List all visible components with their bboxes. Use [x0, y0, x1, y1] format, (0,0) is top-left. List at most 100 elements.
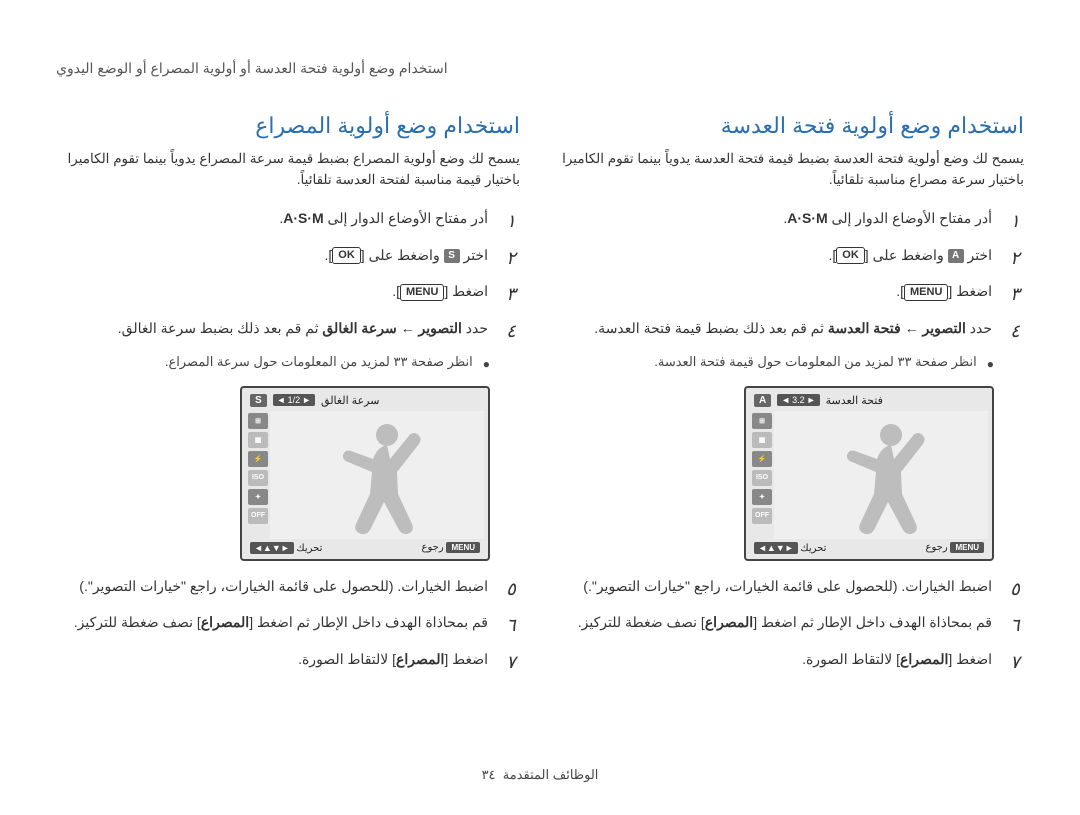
lcd-preview-aperture: A ◄ 3.2 ► فتحة العدسة ⊞ ▦ ⚡ ISO ✦ OFF — [744, 386, 994, 561]
iso-icon: ISO — [248, 470, 268, 486]
text: اضغط — [448, 283, 488, 299]
ok-key: OK — [332, 247, 361, 264]
text: ← — [901, 320, 923, 336]
bold: المصراع — [705, 614, 753, 630]
step-num: ٦ — [502, 611, 520, 640]
text: قم بمحاذاة الهدف داخل الإطار ثم اضغط [ — [753, 614, 992, 630]
step-3: ٣ اضغط [MENU]. — [56, 280, 520, 309]
text: حدد — [462, 320, 488, 336]
nav-label: تحريك — [800, 543, 826, 554]
text: ] لالتقاط الصورة. — [802, 651, 900, 667]
silhouette-icon — [270, 411, 484, 539]
aperture-intro: يسمح لك وضع أولوية فتحة العدسة بضبط قيمة… — [560, 149, 1024, 191]
step-5: ٥ اضبط الخيارات. (للحصول على قائمة الخيا… — [560, 575, 1024, 604]
lcd-mode-badge: A — [754, 394, 771, 407]
step-num: ٣ — [1006, 280, 1024, 309]
mode-dial-label: A·S·M — [787, 210, 827, 226]
dpad-icon: ◄▲▼► — [250, 542, 294, 554]
text: اضغط [ — [444, 651, 488, 667]
text: ثم قم بعد ذلك بضبط قيمة فتحة العدسة. — [594, 320, 828, 336]
step-num: ٥ — [502, 575, 520, 604]
lcd-caption: سرعة الغالق — [321, 394, 379, 407]
lcd-side-icons: ⊞ ▦ ⚡ ISO ✦ OFF — [750, 411, 774, 539]
mode-dial-label: A·S·M — [283, 210, 323, 226]
step-1: ١ أدر مفتاح الأوضاع الدوار إلى A·S·M. — [56, 207, 520, 236]
step-2: ٢ اختر S واضغط على [OK]. — [56, 244, 520, 273]
timer-icon: ✦ — [752, 489, 772, 505]
step-num: ١ — [1006, 207, 1024, 236]
note-text: انظر صفحة ٣٣ لمزيد من المعلومات حول قيمة… — [654, 354, 977, 376]
footer-page: ٣٤ — [482, 767, 496, 782]
bullet-icon: ● — [987, 354, 994, 376]
step-2: ٢ اختر A واضغط على [OK]. — [560, 244, 1024, 273]
lcd-body: ⊞ ▦ ⚡ ISO ✦ OFF — [246, 411, 484, 539]
lcd-frame: A ◄ 3.2 ► فتحة العدسة ⊞ ▦ ⚡ ISO ✦ OFF — [744, 386, 994, 561]
menu-pill-icon: MENU — [446, 542, 480, 553]
lcd-top-bar: A ◄ 3.2 ► فتحة العدسة — [750, 392, 988, 411]
shutter-steps: ١ أدر مفتاح الأوضاع الدوار إلى A·S·M. ٢ … — [56, 207, 520, 677]
text: ] نصف ضغطة للتركيز. — [578, 614, 705, 630]
lcd-caption: فتحة العدسة — [826, 394, 883, 407]
back-label: رجوع — [422, 542, 444, 553]
lcd-canvas — [774, 411, 988, 539]
step-body: أدر مفتاح الأوضاع الدوار إلى A·S·M. — [56, 207, 488, 229]
step-body: اضبط الخيارات. (للحصول على قائمة الخيارا… — [560, 575, 992, 597]
text: اضغط [ — [948, 651, 992, 667]
step-body: اختر S واضغط على [OK]. — [56, 244, 488, 266]
text: ثم قم بعد ذلك بضبط سرعة الغالق. — [118, 320, 323, 336]
mode-s-icon: S — [444, 249, 460, 263]
step-3: ٣ اضغط [MENU]. — [560, 280, 1024, 309]
text: حدد — [966, 320, 992, 336]
bullet-icon: ● — [483, 354, 490, 376]
menu-pill-icon: MENU — [950, 542, 984, 553]
dpad-icon: ◄▲▼► — [754, 542, 798, 554]
lcd-bottom-bar: ◄▲▼► تحريك رجوع MENU — [246, 539, 484, 555]
step-body: حدد التصوير ← سرعة الغالق ثم قم بعد ذلك … — [56, 317, 488, 339]
note-bullet: ● انظر صفحة ٣٣ لمزيد من المعلومات حول سر… — [56, 354, 490, 376]
aperture-title: استخدام وضع أولوية فتحة العدسة — [560, 113, 1024, 139]
shutter-intro: يسمح لك وضع أولوية المصراع بضبط قيمة سرع… — [56, 149, 520, 191]
step-num: ٧ — [502, 648, 520, 677]
text: واضغط على — [365, 247, 440, 263]
step-6: ٦ قم بمحاذاة الهدف داخل الإطار ثم اضغط [… — [56, 611, 520, 640]
lcd-body: ⊞ ▦ ⚡ ISO ✦ OFF — [750, 411, 988, 539]
step-num: ٢ — [502, 244, 520, 273]
note-bullet: ● انظر صفحة ٣٣ لمزيد من المعلومات حول قي… — [560, 354, 994, 376]
silhouette-icon — [774, 411, 988, 539]
mode-a-icon: A — [948, 249, 964, 263]
step-7: ٧ اضغط [المصراع] لالتقاط الصورة. — [56, 648, 520, 677]
step-7: ٧ اضغط [المصراع] لالتقاط الصورة. — [560, 648, 1024, 677]
step-5: ٥ اضبط الخيارات. (للحصول على قائمة الخيا… — [56, 575, 520, 604]
step-num: ٧ — [1006, 648, 1024, 677]
bold: المصراع — [396, 651, 444, 667]
text: ← — [397, 320, 419, 336]
text: أدر مفتاح الأوضاع الدوار إلى — [324, 210, 488, 226]
off-icon: OFF — [248, 508, 268, 524]
step-num: ٤ — [1006, 317, 1024, 346]
step-num: ٤ — [502, 317, 520, 346]
timer-icon: ✦ — [248, 489, 268, 505]
text: اختر — [964, 247, 992, 263]
step-body: قم بمحاذاة الهدف داخل الإطار ثم اضغط [ال… — [56, 611, 488, 633]
flash-icon: ⚡ — [752, 451, 772, 467]
step-4: ٤ حدد التصوير ← فتحة العدسة ثم قم بعد ذل… — [560, 317, 1024, 346]
text: اضغط — [952, 283, 992, 299]
step-4: ٤ حدد التصوير ← سرعة الغالق ثم قم بعد ذل… — [56, 317, 520, 346]
page-footer: الوظائف المتقدمة ٣٤ — [0, 767, 1080, 783]
size-icon: ⊞ — [248, 413, 268, 429]
quality-icon: ▦ — [248, 432, 268, 448]
ok-key: OK — [836, 247, 865, 264]
step-num: ١ — [502, 207, 520, 236]
step-num: ٣ — [502, 280, 520, 309]
bold: فتحة العدسة — [828, 320, 901, 336]
col-shutter: استخدام وضع أولوية المصراع يسمح لك وضع أ… — [56, 113, 520, 685]
lcd-value: 3.2 — [792, 395, 805, 405]
bold: التصوير — [922, 320, 965, 336]
footer-label: الوظائف المتقدمة — [503, 767, 599, 782]
nav-label: تحريك — [296, 543, 322, 554]
step-body: اضغط [المصراع] لالتقاط الصورة. — [56, 648, 488, 670]
bold: المصراع — [201, 614, 249, 630]
step-body: اختر A واضغط على [OK]. — [560, 244, 992, 266]
step-6: ٦ قم بمحاذاة الهدف داخل الإطار ثم اضغط [… — [560, 611, 1024, 640]
back-label: رجوع — [926, 542, 948, 553]
